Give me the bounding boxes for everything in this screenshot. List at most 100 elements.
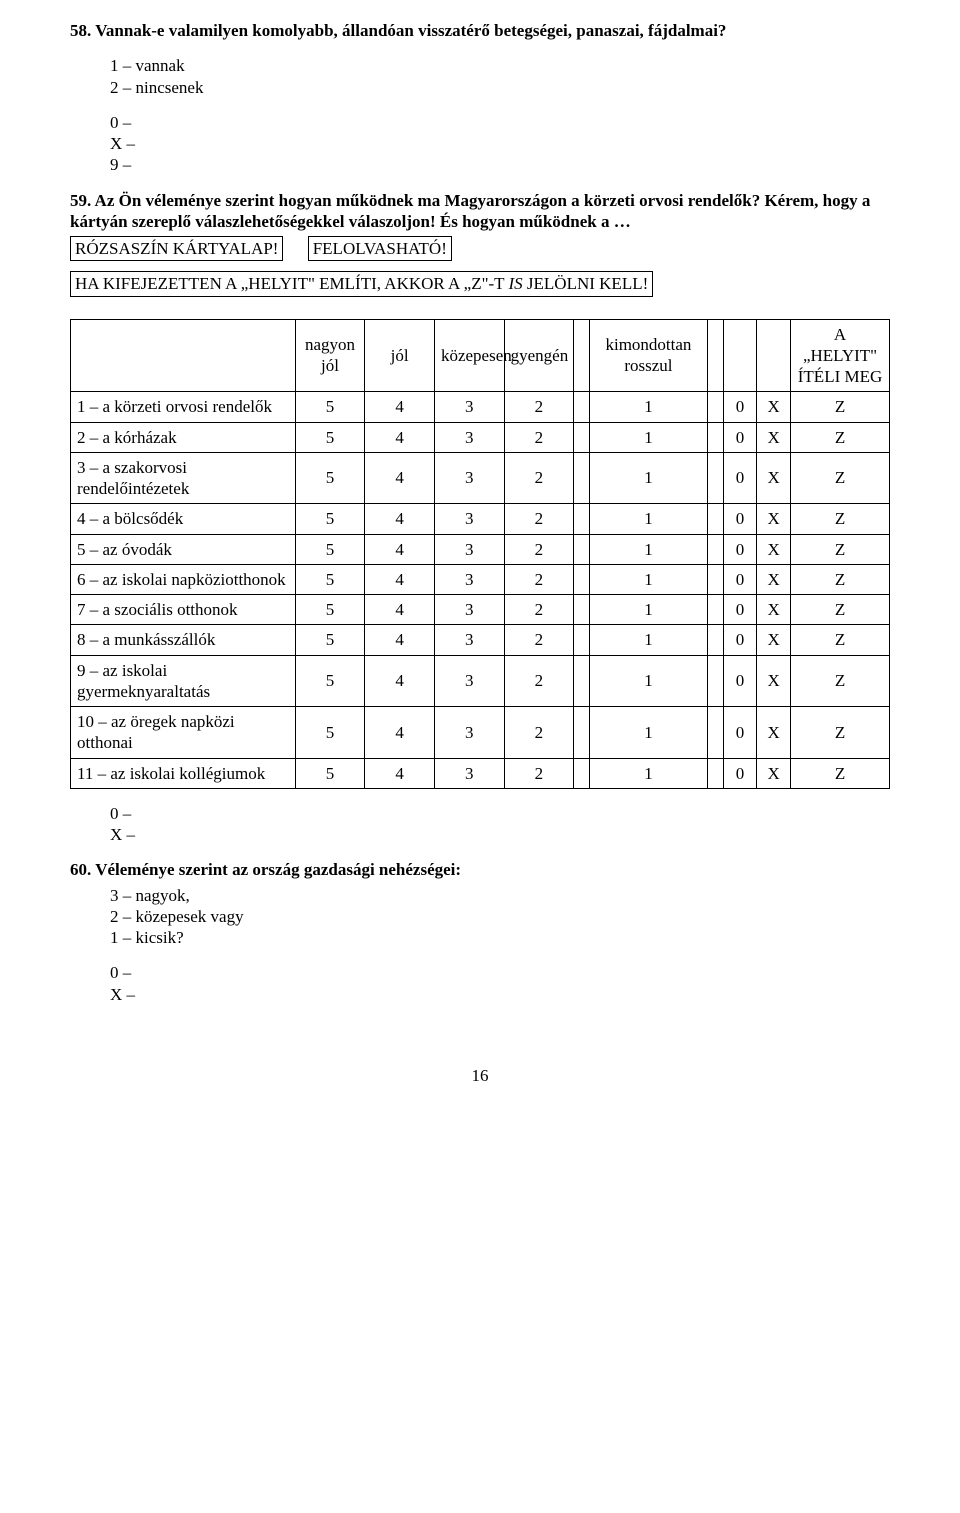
q58-na1: 0 – (110, 112, 890, 133)
row-label: 11 – az iskolai kollégiumok (71, 758, 296, 788)
row-value: 3 (434, 564, 504, 594)
row-value: 0 (723, 534, 757, 564)
row-gap (707, 452, 723, 504)
post-na2: X – (110, 824, 890, 845)
row-gap (574, 625, 590, 655)
row-value: 4 (365, 758, 435, 788)
row-label: 7 – a szociális otthonok (71, 595, 296, 625)
table-row: 8 – a munkásszállók543210XZ (71, 625, 890, 655)
row-value: 2 (504, 758, 574, 788)
q59-note-post: JELÖLNI KELL! (523, 274, 649, 293)
row-value: 1 (589, 392, 707, 422)
header-empty (71, 319, 296, 392)
row-value: X (757, 422, 791, 452)
row-value: 5 (295, 392, 365, 422)
row-gap (574, 655, 590, 707)
q59-heading: 59. Az Ön véleménye szerint hogyan működ… (70, 190, 890, 233)
row-value: X (757, 758, 791, 788)
row-value: 3 (434, 595, 504, 625)
row-value: 1 (589, 452, 707, 504)
row-gap (707, 564, 723, 594)
q58-na3: 9 – (110, 154, 890, 175)
q58-options: 1 – vannak 2 – nincsenek (110, 55, 890, 98)
row-value: 5 (295, 504, 365, 534)
row-gap (707, 707, 723, 759)
row-gap (574, 595, 590, 625)
row-value: 3 (434, 534, 504, 564)
row-label: 10 – az öregek napközi otthonai (71, 707, 296, 759)
row-value: 1 (589, 655, 707, 707)
table-row: 2 – a kórházak543210XZ (71, 422, 890, 452)
row-value: 1 (589, 534, 707, 564)
q58-heading: 58. Vannak-e valamilyen komolyabb, állan… (70, 20, 890, 41)
row-value: 5 (295, 452, 365, 504)
row-value: 5 (295, 625, 365, 655)
row-gap (574, 422, 590, 452)
q58-opt2: 2 – nincsenek (110, 77, 890, 98)
row-gap (574, 758, 590, 788)
row-value: 5 (295, 595, 365, 625)
q58-na: 0 – X – 9 – (110, 112, 890, 176)
table-row: 10 – az öregek napközi otthonai543210XZ (71, 707, 890, 759)
q60-heading: 60. Véleménye szerint az ország gazdaság… (70, 859, 890, 880)
row-value: X (757, 504, 791, 534)
q60-na1: 0 – (110, 962, 890, 983)
row-value: 2 (504, 564, 574, 594)
row-value: Z (791, 452, 890, 504)
row-label: 2 – a kórházak (71, 422, 296, 452)
q59-box2: FELOLVASHATÓ! (308, 236, 452, 261)
row-value: 5 (295, 534, 365, 564)
question-60: 60. Véleménye szerint az ország gazdaság… (70, 859, 890, 1005)
row-value: X (757, 564, 791, 594)
row-value: Z (791, 758, 890, 788)
row-gap (707, 595, 723, 625)
row-value: Z (791, 534, 890, 564)
q59-note: HA KIFEJEZETTEN A „HELYIT" EMLÍTI, AKKOR… (70, 271, 653, 296)
row-value: Z (791, 707, 890, 759)
question-59: 59. Az Ön véleménye szerint hogyan működ… (70, 190, 890, 297)
row-gap (574, 504, 590, 534)
row-value: X (757, 625, 791, 655)
q59-note-is: IS (509, 274, 523, 293)
row-value: 0 (723, 452, 757, 504)
q59-note-pre: HA KIFEJEZETTEN A „HELYIT" EMLÍTI, AKKOR… (75, 274, 509, 293)
row-value: 0 (723, 758, 757, 788)
row-value: X (757, 655, 791, 707)
row-value: 2 (504, 625, 574, 655)
header-gap2 (707, 319, 723, 392)
row-value: 3 (434, 655, 504, 707)
row-value: 2 (504, 504, 574, 534)
header-h2: jól (365, 319, 435, 392)
row-value: 0 (723, 392, 757, 422)
table-row: 7 – a szociális otthonok543210XZ (71, 595, 890, 625)
row-value: 5 (295, 655, 365, 707)
table-row: 4 – a bölcsődék543210XZ (71, 504, 890, 534)
row-value: 4 (365, 534, 435, 564)
row-value: 4 (365, 504, 435, 534)
row-value: 2 (504, 422, 574, 452)
row-label: 4 – a bölcsődék (71, 504, 296, 534)
row-label: 3 – a szakorvosi rendelőintézetek (71, 452, 296, 504)
row-value: 3 (434, 625, 504, 655)
q60-opt1: 3 – nagyok, (110, 885, 890, 906)
row-value: 4 (365, 452, 435, 504)
row-value: 4 (365, 564, 435, 594)
page: 58. Vannak-e valamilyen komolyabb, állan… (0, 0, 960, 1116)
row-value: 1 (589, 504, 707, 534)
table-row: 3 – a szakorvosi rendelőintézetek543210X… (71, 452, 890, 504)
table-row: 5 – az óvodák543210XZ (71, 534, 890, 564)
row-value: 4 (365, 422, 435, 452)
row-value: 4 (365, 625, 435, 655)
table-row: 11 – az iskolai kollégiumok543210XZ (71, 758, 890, 788)
row-value: 1 (589, 595, 707, 625)
row-value: 2 (504, 595, 574, 625)
table-row: 6 – az iskolai napköziotthonok543210XZ (71, 564, 890, 594)
row-value: Z (791, 625, 890, 655)
row-value: Z (791, 392, 890, 422)
row-value: Z (791, 655, 890, 707)
header-h3: közepesen (434, 319, 504, 392)
row-gap (574, 392, 590, 422)
row-value: 5 (295, 564, 365, 594)
row-value: 1 (589, 422, 707, 452)
row-value: 5 (295, 758, 365, 788)
